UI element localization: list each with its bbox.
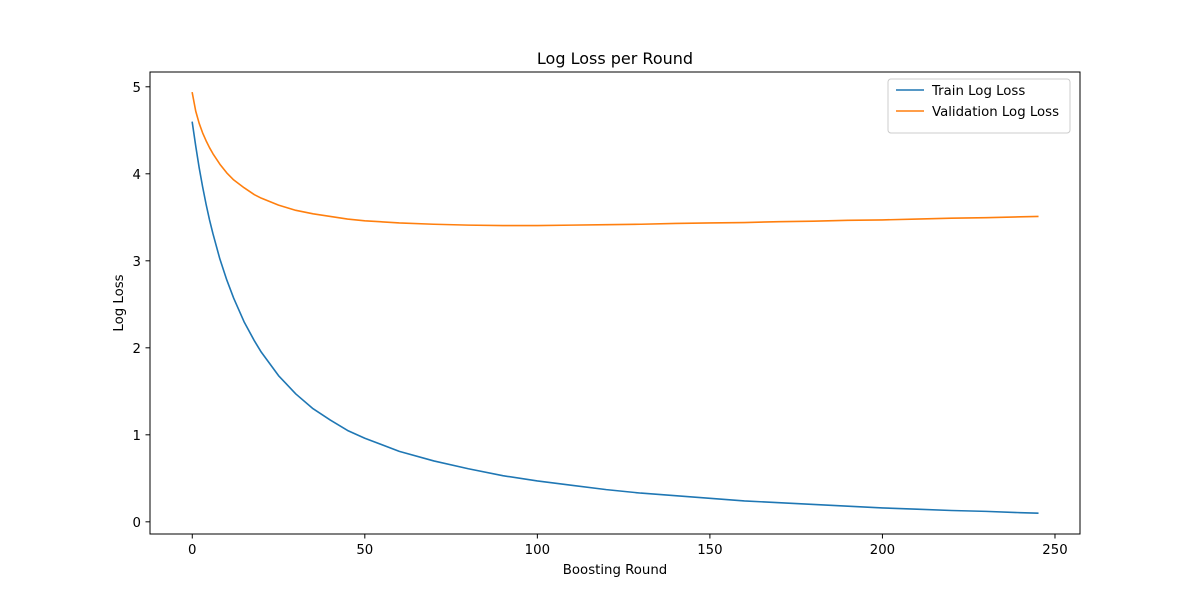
x-axis-label: Boosting Round bbox=[563, 563, 667, 578]
y-tick-label-4: 4 bbox=[133, 168, 141, 183]
y-tick-label-3: 3 bbox=[133, 255, 141, 270]
x-axis: 0 50 100 150 200 250 bbox=[188, 534, 1068, 558]
legend: Train Log Loss Validation Log Loss bbox=[887, 78, 1071, 134]
chart-title: Log Loss per Round bbox=[537, 49, 693, 68]
plot-frame bbox=[149, 71, 1081, 535]
x-tick-label-5: 250 bbox=[1042, 543, 1067, 558]
y-axis: 0 1 2 3 4 5 bbox=[133, 81, 150, 531]
y-axis-label: Log Loss bbox=[112, 274, 127, 331]
x-tick-label-2: 100 bbox=[525, 543, 550, 558]
x-tick-label-3: 150 bbox=[697, 543, 722, 558]
y-tick-label-0: 0 bbox=[133, 516, 141, 531]
legend-label-1: Validation Log Loss bbox=[932, 105, 1059, 120]
y-tick-label-5: 5 bbox=[133, 81, 141, 96]
series-line-1 bbox=[191, 91, 1039, 227]
x-tick-label-0: 0 bbox=[188, 543, 196, 558]
x-tick-label-4: 200 bbox=[870, 543, 895, 558]
series-line-0 bbox=[191, 121, 1039, 514]
legend-box bbox=[887, 78, 1071, 134]
legend-label-0: Train Log Loss bbox=[931, 84, 1025, 99]
y-tick-label-2: 2 bbox=[133, 342, 141, 357]
x-tick-label-1: 50 bbox=[356, 543, 373, 558]
y-tick-label-1: 1 bbox=[133, 429, 141, 444]
plot-lines bbox=[191, 91, 1039, 514]
